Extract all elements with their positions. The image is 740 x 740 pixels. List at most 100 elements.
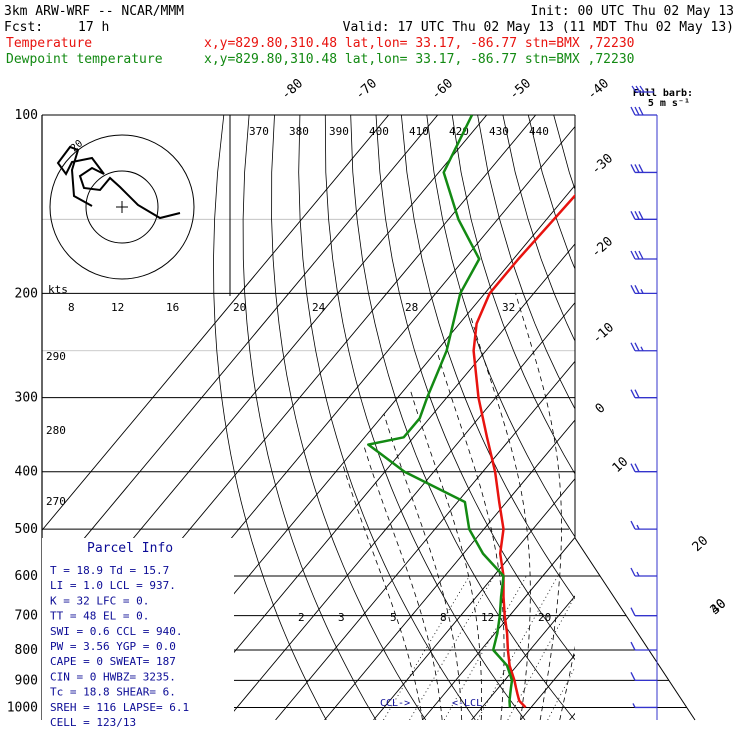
dry-adiabat — [655, 115, 740, 720]
wind-barb — [630, 520, 657, 530]
isotherm-label: 10 — [610, 454, 632, 476]
hodo-clip: 20 — [49, 134, 195, 280]
barb-half — [640, 346, 644, 352]
wind-barb — [630, 164, 657, 174]
parcel-info-row: SREH = 116 LAPSE= 6.1 — [50, 701, 189, 714]
forecast-label: Fcst: — [4, 20, 43, 35]
barb-full — [630, 520, 636, 530]
barb-full — [630, 567, 636, 577]
temperature-location: x,y=829.80,310.48 lat,lon= 33.17, -86.77… — [204, 36, 634, 51]
wind-barb — [632, 703, 657, 709]
moist-adiabat — [383, 414, 463, 720]
parcel-info-row: CELL = 123/13 — [50, 716, 136, 729]
isotherm-label: -60 — [429, 76, 456, 103]
barb-full — [634, 463, 640, 472]
hodo-speed-label: 8 — [68, 301, 75, 314]
theta-label: 370 — [249, 125, 269, 138]
dry-adiabat — [706, 115, 740, 720]
dry-adiabat — [477, 115, 575, 410]
hodo-speed-label: 28 — [405, 301, 418, 314]
theta-label: 430 — [489, 125, 509, 138]
isotherm — [569, 712, 575, 720]
pressure-label-800: 800 — [15, 643, 38, 658]
pressure-label-300: 300 — [15, 391, 38, 406]
hodo-ring-inner — [85, 170, 159, 244]
hodo-speed-label: 24 — [312, 301, 326, 314]
dry-adiabat — [426, 115, 575, 538]
moist-adiabat — [559, 645, 575, 720]
isotherm-label: -10 — [590, 320, 617, 347]
dry-adiabat — [579, 115, 740, 720]
parcel-info-rows: T = 18.9 Td = 15.7 LI = 1.0 LCL = 937. K =… — [50, 564, 189, 729]
barb-full — [630, 211, 636, 220]
theta-left-label: 290 — [46, 350, 66, 363]
theta-label: 380 — [289, 125, 309, 138]
barb-full — [630, 164, 636, 173]
hodo-speed-label: 16 — [166, 301, 179, 314]
pressure-label-200: 200 — [15, 286, 38, 301]
sounding-profiles: CCL-> <-LCL — [367, 115, 575, 709]
moist-adiabat — [579, 293, 644, 720]
barb-full — [634, 389, 640, 398]
isotherm — [275, 360, 575, 720]
mixing-ratio-line — [383, 575, 470, 720]
theta-label: 390 — [329, 125, 349, 138]
isotherm — [373, 478, 575, 720]
parcel-info-row: K = 32 LFC = 0. — [50, 594, 149, 607]
wind-barb — [630, 211, 657, 220]
forecast-hour: 17 h — [78, 20, 109, 35]
barb-full — [634, 285, 640, 294]
barb-full — [634, 250, 640, 260]
barb-full — [634, 106, 640, 116]
isotherm — [422, 536, 575, 720]
moist-adiabat — [515, 293, 562, 720]
dry-adiabat — [502, 115, 575, 343]
barb-full — [638, 164, 644, 173]
wind-barbs — [630, 106, 658, 720]
isotherm — [226, 301, 575, 720]
parcel-info-panel: Parcel Info T = 18.9 Td = 15.7 LI = 1.0 L… — [42, 538, 234, 729]
dewpoint-profile — [367, 115, 514, 708]
dry-adiabat — [630, 115, 740, 720]
isotherm-label: 40 — [708, 596, 730, 618]
barb-full — [634, 211, 640, 220]
parcel-info-row: T = 18.9 Td = 15.7 — [50, 564, 169, 577]
isotherm-label: 20 — [690, 533, 712, 555]
hodo-speed-label: 20 — [233, 301, 246, 314]
parcel-info-row: CAPE = 0 SWEAT= 187 — [50, 655, 176, 668]
moist-adiabat — [363, 444, 443, 720]
parcel-info-row: TT = 48 EL = 0. — [50, 610, 149, 623]
temperature-legend: Temperature — [6, 36, 92, 51]
wind-barb — [630, 641, 657, 651]
model-title: 3km ARW-WRF -- NCAR/MMM — [4, 4, 184, 19]
dry-adiabat — [350, 115, 575, 720]
dry-adiabat — [451, 115, 575, 475]
dry-adiabat — [527, 115, 575, 270]
barb-full — [630, 607, 636, 616]
barb-full — [638, 106, 644, 116]
mixing-ratio-label: 8 — [440, 611, 447, 624]
isotherm — [471, 595, 575, 720]
barb-full — [634, 342, 640, 352]
theta-label: 410 — [409, 125, 429, 138]
mixing-ratio-label: 3 — [338, 611, 345, 624]
mixing-ratio-label: 5 — [390, 611, 397, 624]
dry-adiabat — [298, 115, 476, 720]
dry-adiabat — [731, 115, 740, 720]
theta-left-label: 270 — [46, 495, 66, 508]
ccl-marker: CCL-> — [380, 698, 410, 709]
profiles-clip — [367, 115, 575, 709]
barb-half — [636, 571, 640, 577]
wind-barb — [630, 250, 657, 260]
grid-lines — [42, 115, 740, 720]
dry-adiabat — [553, 115, 575, 191]
hodograph: 20 — [49, 115, 231, 296]
pressure-label-600: 600 — [15, 569, 38, 584]
isotherm — [324, 419, 575, 720]
dry-adiabat — [271, 115, 427, 720]
isotherm-label: -30 — [589, 151, 616, 178]
dry-adiabat — [324, 115, 526, 720]
mixing-ratio-label: 12 — [481, 611, 494, 624]
isotherm — [619, 115, 740, 720]
